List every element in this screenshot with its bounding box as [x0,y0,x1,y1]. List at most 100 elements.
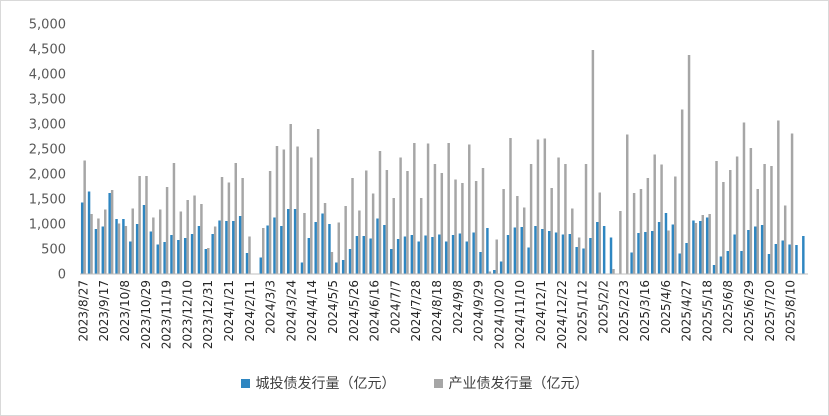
bar-industry [124,226,128,274]
bar-urban [527,247,530,274]
x-tick-label: 2024/3/3 [264,280,278,334]
bar-urban [664,213,668,274]
bar-urban [163,242,166,274]
bar-industry [131,208,134,274]
bar-urban [444,241,448,274]
bar-urban [190,234,194,274]
x-tick-label: 2023/9/17 [97,280,111,342]
bar-industry [90,214,93,274]
bar-industry [275,146,279,274]
x-tick-label: 2024/9/8 [451,280,465,334]
bar-industry [639,189,643,274]
x-tick-label: 2024/2/11 [243,280,257,342]
bar-urban [417,241,420,274]
bar-urban [630,252,633,274]
legend-item-urban: 城投债发行量（亿元） [240,373,396,393]
x-tick-label: 2025/6/8 [721,280,735,334]
bar-urban [362,236,366,274]
bar-urban [754,226,757,274]
bar-industry [735,156,739,274]
bar-industry [468,144,471,274]
bar-industry [268,171,272,274]
bar-urban [774,244,778,274]
bar-urban [204,249,208,274]
bar-industry [138,176,141,274]
bar-urban [87,191,91,274]
legend-swatch-urban [240,378,250,388]
bar-urban [733,234,736,274]
bar-industry [392,198,395,274]
x-tick-label: 2024/5/5 [326,280,340,334]
y-tick-label: 1,000 [29,218,66,233]
bar-industry [564,164,567,274]
bar-urban [699,221,702,274]
bar-urban [328,224,331,274]
bar-industry [488,271,492,274]
bar-urban [465,241,469,274]
bar-industry [536,139,540,274]
bar-urban [795,245,798,274]
y-tick-label: 4,000 [29,68,66,83]
bar-urban [431,237,434,274]
x-tick-label: 2024/6/16 [368,280,382,342]
bar-industry [186,200,189,274]
bar-industry [687,55,691,274]
bar-industry [502,189,505,274]
bar-industry [172,163,176,274]
bar-industry [419,198,423,274]
bar-industry [179,211,183,274]
bar-urban [499,261,503,274]
bar-urban [177,240,180,274]
bar-urban [170,235,173,274]
bar-industry [344,206,347,274]
bar-urban [554,232,558,274]
y-tick-label: 3,000 [29,118,66,133]
x-tick-label: 2024/8/18 [430,280,444,342]
bar-urban [692,220,695,274]
legend-swatch-industry [433,378,443,388]
bar-urban [561,234,565,274]
bar-industry [626,134,629,274]
bar-industry [763,164,766,274]
bar-urban [493,270,496,274]
bar-industry [365,170,368,274]
x-tick-label: 2025/6/29 [742,280,756,342]
bar-industry [323,203,327,274]
x-tick-label: 2025/5/18 [700,280,714,342]
x-tick-label: 2023/11/19 [160,280,174,349]
bar-industry [351,178,354,274]
x-tick-label: 2024/3/24 [284,280,298,342]
x-tick-label: 2025/7/20 [763,280,777,342]
y-tick-label: 0 [58,268,66,283]
bar-urban [547,231,551,274]
x-tick-label: 2023/10/8 [118,280,132,342]
bar-urban [472,232,475,274]
bar-urban [369,238,372,274]
bar-urban [122,219,125,274]
bar-industry [680,109,684,274]
bar-industry [117,223,121,274]
bar-urban [657,222,661,274]
bar-industry [303,213,306,274]
x-tick-label: 2024/4/14 [305,280,319,342]
x-tick-label: 2025/3/16 [638,280,652,342]
bar-urban [383,225,386,274]
bar-industry [612,269,615,274]
bar-industry [248,236,251,274]
bar-urban [719,256,723,274]
x-tick-label: 2024/10/20 [492,280,506,349]
x-tick-label: 2024/12/1 [534,280,548,342]
bar-urban [438,234,441,274]
bar-urban [458,233,462,274]
bar-urban [788,244,791,274]
bar-industry [783,205,787,274]
bar-urban [767,254,771,274]
legend-item-industry: 产业债发行量（亿元） [433,373,589,393]
bar-industry [289,124,292,274]
bar-industry [433,164,437,274]
bar-industry [378,151,382,274]
bar-urban [541,229,544,274]
bar-urban [80,202,84,274]
bar-industry [241,178,244,274]
